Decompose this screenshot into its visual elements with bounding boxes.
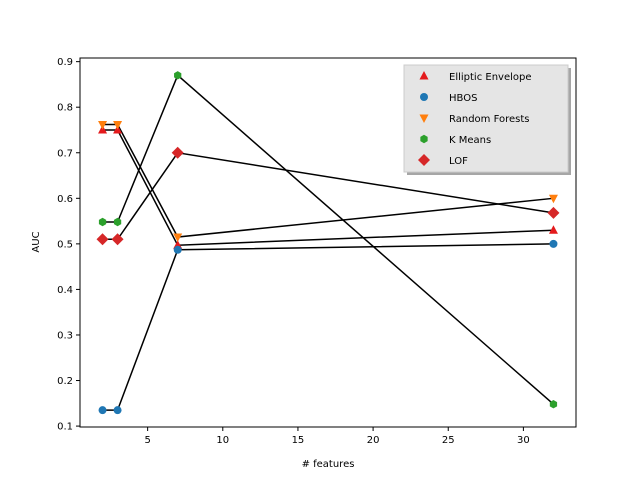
legend-label-hbos: HBOS bbox=[449, 93, 477, 104]
data-point-random-forests bbox=[98, 121, 108, 130]
series-line-hbos bbox=[102, 243, 554, 411]
series-lines bbox=[102, 74, 554, 411]
x-tick-label: 30 bbox=[517, 435, 530, 446]
legend-marker-hbos bbox=[420, 93, 428, 101]
y-tick-label: 0.2 bbox=[57, 376, 73, 387]
y-axis-label: AUC bbox=[31, 231, 42, 252]
data-point-hbos bbox=[549, 239, 558, 248]
legend-label-k-means: K Means bbox=[449, 135, 491, 146]
series-line-random-forests bbox=[102, 123, 554, 238]
legend-label-random-forests: Random Forests bbox=[449, 114, 529, 125]
legend-marker-random-forests bbox=[419, 114, 429, 123]
data-point-lof bbox=[547, 206, 560, 219]
y-tick-label: 0.7 bbox=[57, 148, 73, 159]
data-point-lof bbox=[96, 233, 109, 246]
legend-label-lof: LOF bbox=[449, 156, 468, 167]
plot-frame bbox=[79, 57, 577, 428]
legend-label-elliptic-envelope: Elliptic Envelope bbox=[449, 72, 532, 83]
data-point-hbos bbox=[98, 406, 107, 415]
legend-marker-k-means bbox=[420, 134, 428, 144]
y-tick-label: 0.9 bbox=[57, 57, 73, 68]
data-point-k-means bbox=[549, 400, 558, 409]
data-point-random-forests bbox=[173, 233, 183, 243]
legend-box bbox=[403, 64, 569, 173]
data-point-k-means bbox=[174, 71, 182, 80]
y-tick-label: 0.1 bbox=[57, 422, 73, 433]
data-point-k-means bbox=[98, 217, 107, 227]
legend-marker-elliptic-envelope bbox=[419, 71, 429, 80]
y-tick-label: 0.6 bbox=[57, 194, 73, 205]
data-point-k-means bbox=[113, 217, 122, 227]
x-tick-label: 25 bbox=[442, 435, 455, 446]
x-axis-label: # features bbox=[302, 459, 355, 470]
series-markers bbox=[96, 71, 560, 415]
y-axis-ticks: 0.1 0.2 0.3 0.4 0.5 0.6 0.7 0.8 0.9 bbox=[57, 57, 80, 433]
series-line-k-means bbox=[102, 74, 554, 405]
legend-marker-lof bbox=[418, 154, 430, 166]
x-tick-label: 20 bbox=[367, 435, 380, 446]
legend: Elliptic Envelope HBOS Random Forests K Mea… bbox=[403, 64, 571, 175]
y-tick-label: 0.3 bbox=[57, 330, 73, 341]
data-point-random-forests bbox=[113, 121, 123, 130]
data-point-random-forests bbox=[548, 194, 558, 204]
x-tick-label: 5 bbox=[144, 435, 150, 446]
data-point-hbos bbox=[113, 406, 122, 415]
data-point-hbos bbox=[173, 245, 182, 254]
series-line-elliptic-envelope bbox=[102, 129, 554, 246]
series-line-lof bbox=[102, 151, 554, 241]
x-tick-label: 10 bbox=[216, 435, 229, 446]
data-point-lof bbox=[111, 233, 124, 246]
x-tick-label: 15 bbox=[292, 435, 305, 446]
x-axis-ticks: 5 10 15 20 25 30 bbox=[144, 427, 530, 446]
y-tick-label: 0.5 bbox=[57, 239, 73, 250]
y-tick-label: 0.8 bbox=[57, 103, 73, 114]
y-tick-label: 0.4 bbox=[57, 285, 73, 296]
data-point-elliptic-envelope bbox=[548, 225, 558, 234]
data-point-lof bbox=[171, 146, 184, 159]
